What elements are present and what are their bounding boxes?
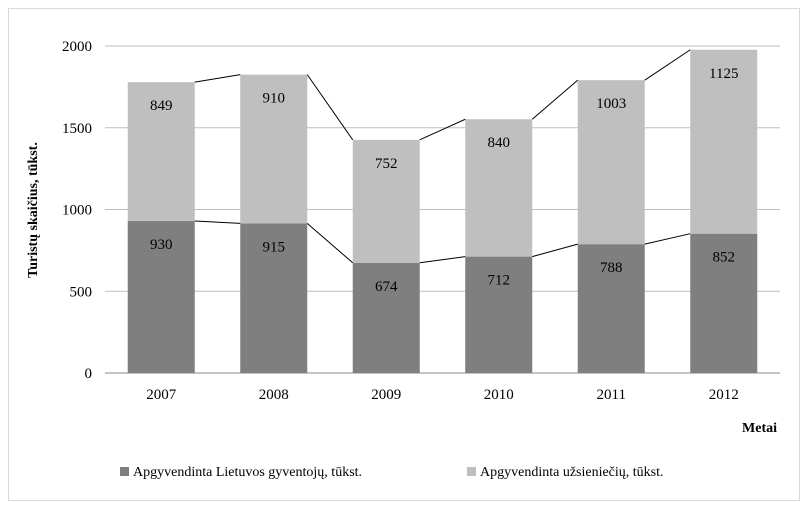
series-lines	[194, 49, 691, 264]
bar-lietuvos-2007	[127, 220, 195, 373]
series-line	[419, 118, 466, 141]
x-axis-title: Metai	[742, 421, 777, 436]
data-label: 930	[150, 237, 173, 253]
y-axis-ticks: 0 500 1000 1500 2000	[62, 39, 92, 382]
legend-swatch-lietuvos	[120, 467, 129, 476]
bar-lietuvos-2012	[690, 233, 758, 373]
data-label: 840	[488, 135, 511, 151]
legend: Apgyvendinta Lietuvos gyventojų, tūkst. …	[120, 465, 664, 480]
bar-uzsienieciu-2007	[127, 82, 195, 221]
series-line	[419, 256, 466, 264]
gridlines	[105, 45, 780, 374]
data-label: 849	[150, 98, 173, 114]
legend-label-lietuvos: Apgyvendinta Lietuvos gyventojų, tūkst.	[133, 465, 362, 480]
y-tick-label: 500	[70, 284, 93, 300]
bar-lietuvos-2008	[240, 223, 308, 373]
data-label: 852	[713, 250, 736, 266]
x-tick-label: 2012	[709, 387, 739, 403]
data-label: 712	[488, 273, 511, 289]
data-label: 788	[600, 260, 623, 276]
data-label: 1125	[709, 66, 738, 82]
y-tick-label: 2000	[62, 39, 92, 55]
x-tick-label: 2010	[484, 387, 514, 403]
data-label: 915	[263, 239, 286, 255]
x-tick-label: 2009	[371, 387, 401, 403]
data-label: 1003	[596, 96, 626, 112]
x-tick-label: 2008	[259, 387, 289, 403]
x-axis-ticks: 2007 2008 2009 2010 2011 2012	[146, 387, 739, 403]
x-tick-label: 2011	[597, 387, 626, 403]
y-axis-title: Turistų skaičius, tūkst.	[26, 142, 41, 278]
bars	[127, 49, 758, 373]
bar-uzsienieciu-2008	[240, 74, 308, 224]
bar-uzsienieciu-2011	[577, 80, 645, 245]
series-line	[532, 243, 578, 258]
series-line	[306, 223, 354, 264]
value-labels: 930 849 915 910 674 752 712 840 788 1003 852 1125	[150, 66, 738, 295]
data-label: 752	[375, 156, 398, 172]
series-line	[644, 233, 691, 245]
series-line	[194, 220, 241, 224]
bar-uzsienieciu-2012	[690, 49, 758, 234]
series-line	[531, 79, 579, 120]
x-tick-label: 2007	[146, 387, 177, 403]
y-tick-label: 1500	[62, 121, 92, 137]
bar-uzsienieciu-2010	[465, 119, 533, 257]
series-line	[306, 74, 354, 141]
data-label: 910	[263, 91, 286, 107]
bar-uzsienieciu-2009	[352, 139, 420, 263]
series-line	[644, 49, 691, 81]
legend-label-uzsienieciu: Apgyvendinta užsieniečių, tūkst.	[480, 465, 664, 480]
y-tick-label: 0	[85, 366, 93, 382]
series-line	[194, 74, 241, 83]
bar-lietuvos-2009	[352, 262, 420, 373]
data-label: 674	[375, 279, 398, 295]
bar-lietuvos-2011	[577, 244, 645, 373]
y-tick-label: 1000	[62, 203, 92, 219]
bar-lietuvos-2010	[465, 256, 533, 373]
legend-swatch-uzsienieciu	[467, 467, 476, 476]
